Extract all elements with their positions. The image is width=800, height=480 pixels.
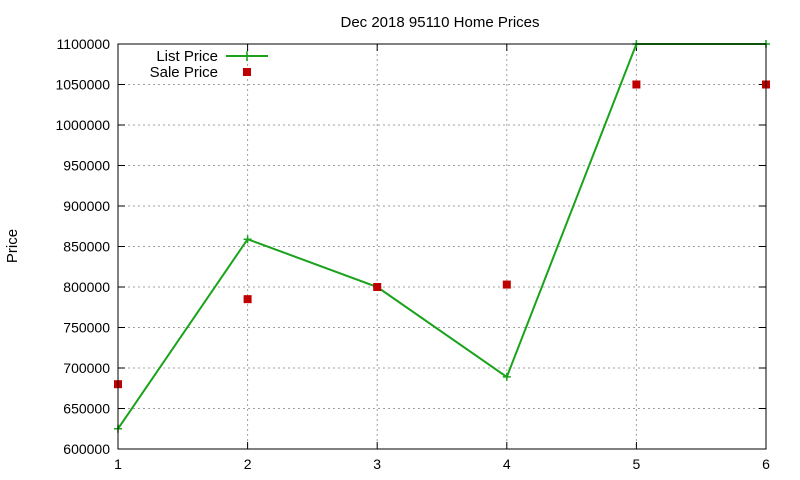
legend-marker-list-price xyxy=(242,51,252,61)
y-tick-label: 1100000 xyxy=(57,36,111,52)
y-tick-label: 1050000 xyxy=(55,77,110,93)
y-tick-label: 600000 xyxy=(63,441,110,457)
x-tick-label: 1 xyxy=(114,456,122,472)
grid xyxy=(117,43,767,450)
x-tick-label: 4 xyxy=(503,456,511,472)
sale-price-point xyxy=(243,295,252,304)
y-tick-label: 700000 xyxy=(63,360,110,376)
list-price-point xyxy=(243,235,252,244)
x-tick-label: 5 xyxy=(633,456,641,472)
x-tick-label: 3 xyxy=(373,456,381,472)
y-tick-label: 750000 xyxy=(63,320,110,336)
y-tick-labels: 600000 650000 700000 750000 800000 850000 9000… xyxy=(55,36,110,457)
x-tick-label: 2 xyxy=(244,456,252,472)
x-tick-labels: 1 2 3 4 5 6 xyxy=(114,456,770,472)
legend: List Price Sale Price xyxy=(150,48,268,81)
list-price-point xyxy=(502,372,511,381)
y-tick-label: 650000 xyxy=(63,401,110,417)
y-tick-label: 900000 xyxy=(63,198,110,214)
y-tick-label: 1000000 xyxy=(55,117,110,133)
chart-title: Dec 2018 95110 Home Prices xyxy=(341,14,540,31)
y-tick-label: 950000 xyxy=(63,158,110,174)
legend-marker-sale-price xyxy=(243,68,251,76)
y-axis-label: Price xyxy=(4,229,21,263)
y-tick-label: 800000 xyxy=(63,279,110,295)
x-tick-label: 6 xyxy=(762,456,770,472)
y-tick-label: 850000 xyxy=(63,239,110,255)
sale-price-point xyxy=(502,280,511,289)
sale-price-point xyxy=(373,283,382,291)
sale-price-point xyxy=(632,80,641,89)
legend-label-sale-price: Sale Price xyxy=(150,64,218,81)
legend-label-list-price: List Price xyxy=(156,48,218,65)
plot-frame xyxy=(117,43,767,450)
